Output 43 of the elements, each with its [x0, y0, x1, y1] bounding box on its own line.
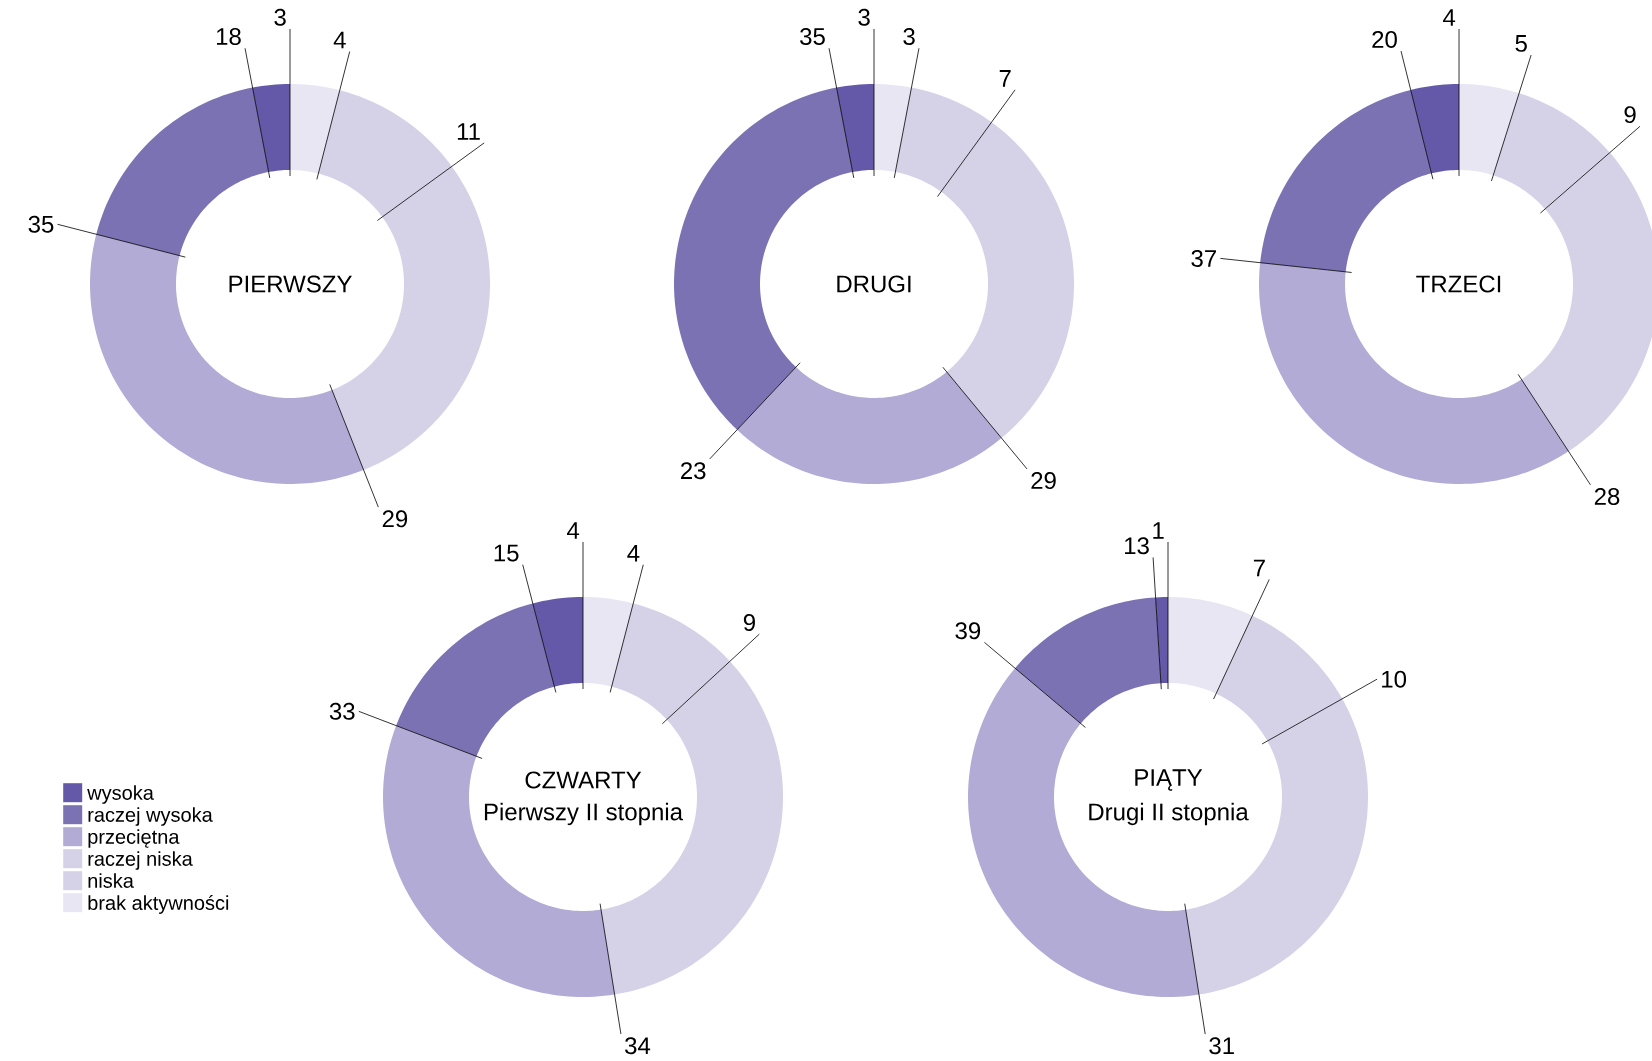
data-label: 28 — [1594, 488, 1620, 505]
text: TRZECI — [1416, 275, 1501, 293]
data-label: 9 — [743, 613, 755, 631]
data-label: 11 — [457, 123, 480, 140]
data-label: 37 — [1191, 249, 1216, 267]
legend-label: przeciętna — [88, 829, 180, 848]
data-label: 10 — [1382, 670, 1407, 688]
data-label: 35 — [28, 215, 54, 233]
data-label: 31 — [1209, 1037, 1234, 1055]
data-label: 4 — [333, 31, 346, 49]
data-label: 3 — [274, 8, 286, 26]
text: PIERWSZY — [229, 275, 352, 293]
data-label: 7 — [1253, 559, 1265, 577]
data-label: 29 — [1031, 472, 1056, 490]
data-label: 7 — [999, 70, 1011, 87]
data-label: 15 — [494, 544, 519, 562]
data-label: 39 — [955, 622, 981, 640]
data-label: 34 — [625, 1037, 651, 1055]
text: Drugi II stopnia — [1089, 802, 1249, 826]
data-label: 3 — [903, 28, 915, 46]
data-label: 33 — [329, 702, 355, 720]
data-label: 1 — [1153, 522, 1164, 539]
data-label: 29 — [382, 510, 408, 528]
data-label: 4 — [1443, 9, 1456, 26]
legend-label: wysoka — [87, 785, 154, 804]
data-label: 18 — [216, 28, 241, 46]
data-label: 13 — [1125, 537, 1149, 555]
text: PIĄTY — [1135, 769, 1203, 791]
text: DRUGI — [837, 275, 911, 293]
data-label: 23 — [681, 462, 706, 480]
data-label: 3 — [858, 8, 870, 26]
text: Pierwszy II stopnia — [484, 802, 684, 826]
text: CZWARTY — [525, 771, 642, 789]
data-label: 5 — [1515, 35, 1527, 52]
data-label: 4 — [567, 522, 580, 539]
legend-label: raczej wysoka — [88, 807, 213, 826]
legend-label: brak aktywności — [88, 895, 229, 914]
legend-label: raczej niska — [88, 851, 193, 870]
data-label: 9 — [1624, 106, 1636, 124]
data-label: 4 — [627, 544, 640, 562]
legend-label: niska — [88, 873, 134, 888]
data-label: 20 — [1372, 30, 1397, 48]
data-label: 35 — [800, 28, 825, 46]
